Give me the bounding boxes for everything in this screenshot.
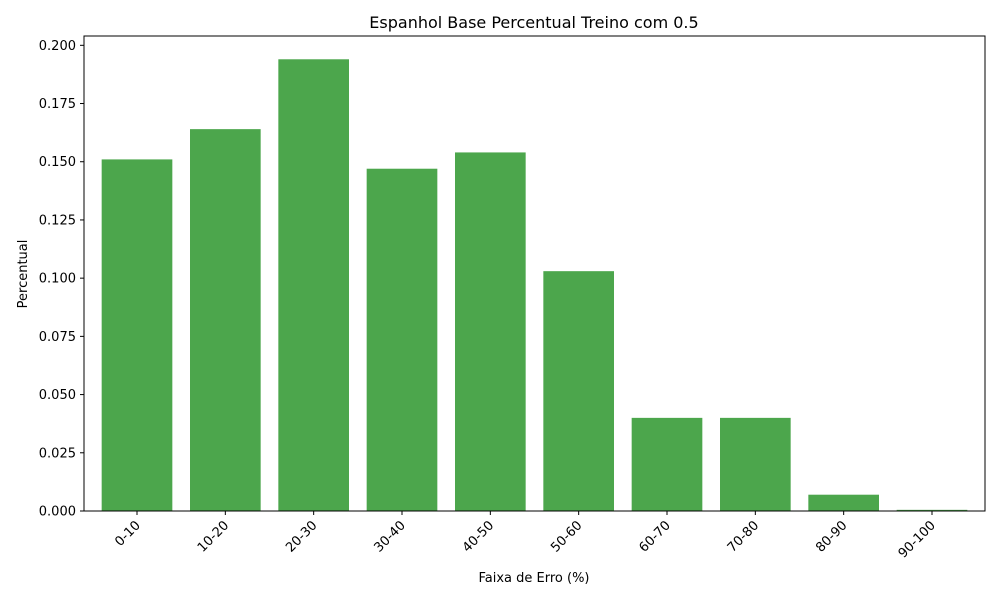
x-tick-label: 50-60	[548, 518, 585, 555]
bar	[808, 494, 879, 511]
y-axis-label: Percentual	[16, 240, 31, 309]
x-tick-label: 40-50	[460, 518, 497, 555]
bar	[720, 417, 791, 511]
plot-frame	[83, 35, 986, 512]
x-tick-label: 90-100	[896, 518, 939, 561]
x-tick-label: 70-80	[725, 518, 762, 555]
plot-area: 0.000 0.025 0.050 0.075 0.100 0.125 0.150 0.175…	[39, 35, 986, 561]
x-axis-label: Faixa de Erro (%)	[478, 571, 589, 586]
x-tick-label: 60-70	[637, 518, 674, 555]
y-tick-label: 0.175	[39, 97, 76, 112]
bar	[101, 159, 173, 511]
y-tick-label: 0.050	[39, 388, 76, 403]
y-tick-label: 0.125	[39, 213, 76, 228]
x-tick-label: 0-10	[112, 518, 143, 549]
x-tick-label: 30-40	[372, 518, 409, 555]
x-tick-label: 80-90	[813, 518, 850, 555]
chart-title: Espanhol Base Percentual Treino com 0.5	[369, 13, 698, 32]
bar	[366, 168, 438, 511]
y-tick-label: 0.100	[39, 272, 76, 287]
y-tick-label: 0.075	[39, 330, 76, 345]
bar	[631, 417, 703, 511]
y-tick-label: 0.150	[39, 155, 76, 170]
bar	[543, 271, 614, 511]
y-tick-label: 0.025	[39, 446, 76, 461]
x-tick-label: 10-20	[195, 518, 232, 555]
bar	[455, 152, 526, 511]
y-tick-label: 0.000	[39, 505, 76, 520]
bar	[190, 129, 261, 511]
x-tick-label: 20-30	[283, 518, 320, 555]
bar	[278, 59, 349, 512]
bar	[896, 509, 968, 511]
y-tick-label: 0.200	[39, 39, 76, 54]
